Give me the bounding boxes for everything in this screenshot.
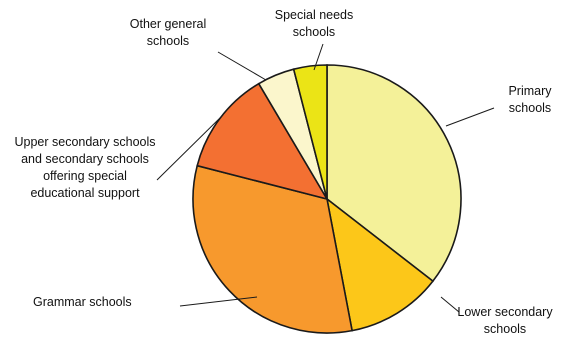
slice-label-4-line-3: offering special [43, 169, 127, 183]
pie-slice-2 [325, 197, 435, 332]
slice-label-2-line-2: schools [484, 322, 526, 336]
leader-line-3 [179, 296, 258, 307]
slice-label-4-line-1: Upper secondary schools [14, 135, 155, 149]
slice-label-6-line-2: schools [293, 25, 335, 39]
slice-label-6-line-1: Special needs [275, 8, 354, 22]
slice-label-3-line-1: Grammar schools [33, 295, 132, 309]
slice-label-2-line-1: Lower secondary [457, 305, 553, 319]
slice-label-6: Special needs schools [275, 8, 354, 39]
pie-slice-1 [326, 64, 462, 283]
slice-label-4-line-2: and secondary schools [21, 152, 149, 166]
slice-label-2: Lower secondary schools [457, 305, 553, 336]
leader-line-5 [217, 51, 267, 81]
pie-slice-6 [292, 64, 328, 200]
slice-label-5-line-2: schools [147, 34, 189, 48]
slice-label-4: Upper secondary schools and secondary sch… [14, 135, 155, 200]
slice-label-4-line-4: educational support [30, 186, 140, 200]
slice-label-5: Other general schools [130, 17, 206, 48]
leader-line-6 [313, 43, 324, 71]
slice-label-5-line-1: Other general [130, 17, 206, 31]
slice-label-1-line-1: Primary [508, 84, 552, 98]
leader-line-4 [156, 114, 224, 181]
slice-label-1: Primary schools [508, 84, 552, 115]
pie-slice-3 [192, 164, 354, 334]
slice-label-3: Grammar schools [33, 295, 132, 309]
slice-label-1-line-2: schools [509, 101, 551, 115]
leader-line-1 [445, 107, 495, 127]
leader-line-2 [440, 296, 460, 313]
